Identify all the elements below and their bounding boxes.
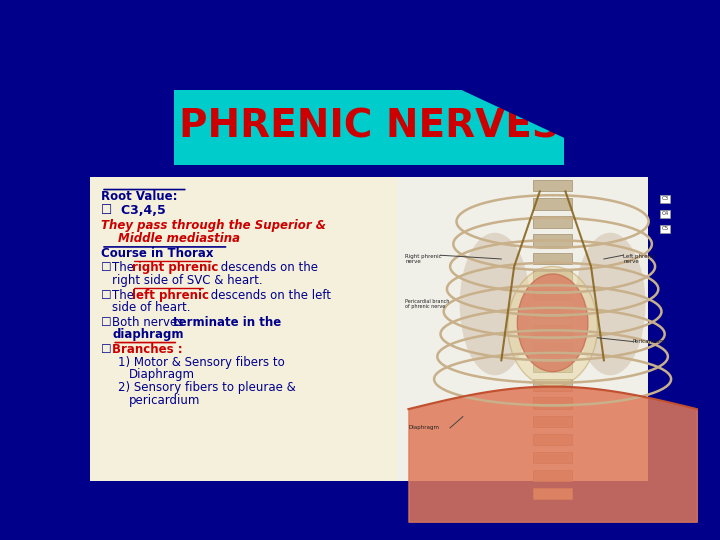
Text: The: The: [112, 288, 138, 301]
Text: descends on the left: descends on the left: [207, 288, 331, 301]
Text: pericardium: pericardium: [129, 394, 200, 407]
Text: Course in Thorax: Course in Thorax: [101, 247, 214, 260]
Bar: [534, 343, 572, 354]
Text: C3: C3: [662, 197, 669, 201]
FancyBboxPatch shape: [90, 177, 408, 481]
Text: Pericardial branch
of phrenic nerve: Pericardial branch of phrenic nerve: [405, 299, 449, 309]
Text: side of heart.: side of heart.: [112, 301, 191, 314]
Bar: [534, 452, 572, 463]
Text: ☐: ☐: [101, 288, 112, 301]
Bar: [534, 415, 572, 427]
Text: Both nerves: Both nerves: [112, 315, 187, 328]
Text: Middle mediastina: Middle mediastina: [118, 232, 240, 245]
Bar: [534, 253, 572, 264]
Text: diaphragm: diaphragm: [112, 328, 184, 341]
Text: ☐: ☐: [101, 315, 112, 328]
Text: 2) Sensory fibers to pleurae &: 2) Sensory fibers to pleurae &: [118, 381, 296, 394]
Text: left phrenic: left phrenic: [132, 288, 209, 301]
Bar: [534, 217, 572, 228]
Bar: [534, 325, 572, 336]
Bar: [534, 198, 572, 210]
Text: right side of SVC & heart.: right side of SVC & heart.: [112, 274, 263, 287]
Text: C4: C4: [662, 212, 669, 217]
Text: Branches :: Branches :: [112, 342, 183, 355]
Bar: [534, 289, 572, 300]
Text: Right phrenic
nerve: Right phrenic nerve: [405, 254, 442, 265]
Bar: [534, 361, 572, 373]
Text: ☐  C3,4,5: ☐ C3,4,5: [101, 204, 166, 217]
Text: The: The: [112, 261, 138, 274]
Ellipse shape: [459, 233, 530, 375]
Text: 1) Motor & Sensory fibers to: 1) Motor & Sensory fibers to: [118, 356, 284, 369]
Bar: [534, 234, 572, 246]
Text: Pericardium: Pericardium: [633, 339, 665, 344]
Bar: [534, 488, 572, 499]
Text: ☐: ☐: [101, 342, 112, 355]
Bar: [534, 379, 572, 390]
Text: Left phrenic
nerve: Left phrenic nerve: [623, 254, 656, 265]
Ellipse shape: [518, 274, 588, 372]
Text: Root Value:: Root Value:: [101, 190, 178, 202]
Bar: [534, 307, 572, 318]
Text: C5: C5: [662, 226, 669, 232]
Text: Diaphragm: Diaphragm: [129, 368, 195, 381]
Bar: [534, 397, 572, 409]
Text: Diaphragm: Diaphragm: [408, 426, 439, 430]
Bar: [534, 470, 572, 481]
Text: right phrenic: right phrenic: [132, 261, 218, 274]
Bar: [534, 271, 572, 282]
FancyBboxPatch shape: [397, 177, 648, 481]
Text: PHRENIC NERVES: PHRENIC NERVES: [179, 107, 559, 145]
Bar: [534, 180, 572, 192]
FancyBboxPatch shape: [174, 90, 564, 165]
Ellipse shape: [508, 267, 598, 387]
Text: ☐: ☐: [101, 261, 112, 274]
Text: They pass through the Superior &: They pass through the Superior &: [101, 219, 326, 233]
Polygon shape: [408, 65, 648, 177]
Bar: [534, 434, 572, 445]
Text: descends on the: descends on the: [217, 261, 318, 274]
Text: terminate in the: terminate in the: [173, 315, 281, 328]
Ellipse shape: [575, 233, 646, 375]
